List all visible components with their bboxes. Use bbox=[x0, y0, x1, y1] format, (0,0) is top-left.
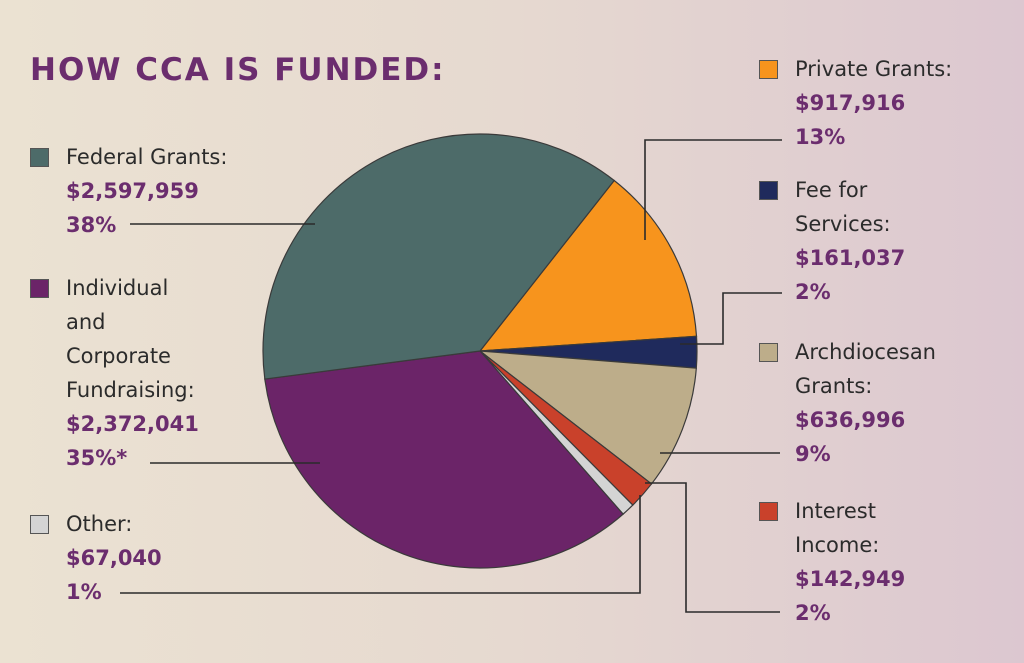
legend-other: Other: $67,040 1% bbox=[30, 507, 162, 609]
data-label-percent: 9% bbox=[795, 442, 831, 466]
data-label-amount: $67,040 bbox=[66, 546, 162, 570]
data-label-amount: $2,372,041 bbox=[66, 412, 199, 436]
legend-label: Federal Grants: bbox=[66, 145, 228, 169]
data-label-percent: 35%* bbox=[66, 446, 128, 470]
legend-archdiocesan-grants: Archdiocesan Grants: $636,996 9% bbox=[759, 335, 936, 471]
leader-line-fee bbox=[680, 292, 782, 345]
data-label-percent: 1% bbox=[66, 580, 102, 604]
legend-label: and bbox=[66, 310, 106, 334]
legend-label: Grants: bbox=[795, 374, 873, 398]
data-label-percent: 13% bbox=[795, 125, 846, 149]
legend-swatch bbox=[759, 502, 778, 521]
data-label-percent: 2% bbox=[795, 280, 831, 304]
data-label-amount: $917,916 bbox=[795, 91, 906, 115]
legend-swatch bbox=[759, 60, 778, 79]
legend-label: Private Grants: bbox=[795, 57, 953, 81]
legend-label: Corporate bbox=[66, 344, 171, 368]
legend-label: Services: bbox=[795, 212, 891, 236]
legend-label: Fee for bbox=[795, 178, 868, 202]
legend-swatch bbox=[30, 515, 49, 534]
legend-swatch bbox=[30, 148, 49, 167]
legend-label: Fundraising: bbox=[66, 378, 195, 402]
data-label-amount: $161,037 bbox=[795, 246, 906, 270]
legend-label: Other: bbox=[66, 512, 133, 536]
legend-label: Interest bbox=[795, 499, 876, 523]
data-label-amount: $636,996 bbox=[795, 408, 906, 432]
data-label-amount: $2,597,959 bbox=[66, 179, 199, 203]
leader-line-other bbox=[120, 495, 641, 594]
data-label-percent: 38% bbox=[66, 213, 117, 237]
leader-line-private bbox=[644, 139, 782, 240]
pie-slice-federal-grants bbox=[262, 133, 616, 380]
legend-federal-grants: Federal Grants: $2,597,959 38% bbox=[30, 140, 228, 242]
pie-slice-individual-and-corporate-fundraising bbox=[264, 350, 624, 569]
legend-label: Archdiocesan bbox=[795, 340, 936, 364]
legend-swatch bbox=[759, 181, 778, 200]
legend-fee-for-services: Fee for Services: $161,037 2% bbox=[759, 173, 906, 309]
legend-label: Income: bbox=[795, 533, 880, 557]
legend-individual-corporate: Individual and Corporate Fundraising: $2… bbox=[30, 271, 199, 475]
data-label-amount: $142,949 bbox=[795, 567, 906, 591]
legend-swatch bbox=[759, 343, 778, 362]
leader-line-interest bbox=[645, 482, 780, 613]
pie-slice-archdiocesan-grants bbox=[478, 350, 697, 485]
data-label-percent: 2% bbox=[795, 601, 831, 625]
legend-label: Individual bbox=[66, 276, 169, 300]
legend-interest-income: Interest Income: $142,949 2% bbox=[759, 494, 906, 630]
legend-private-grants: Private Grants: $917,916 13% bbox=[759, 52, 953, 154]
legend-swatch bbox=[30, 279, 49, 298]
chart-title: HOW CCA IS FUNDED: bbox=[30, 52, 446, 88]
pie-slice-private-grants bbox=[478, 179, 698, 352]
